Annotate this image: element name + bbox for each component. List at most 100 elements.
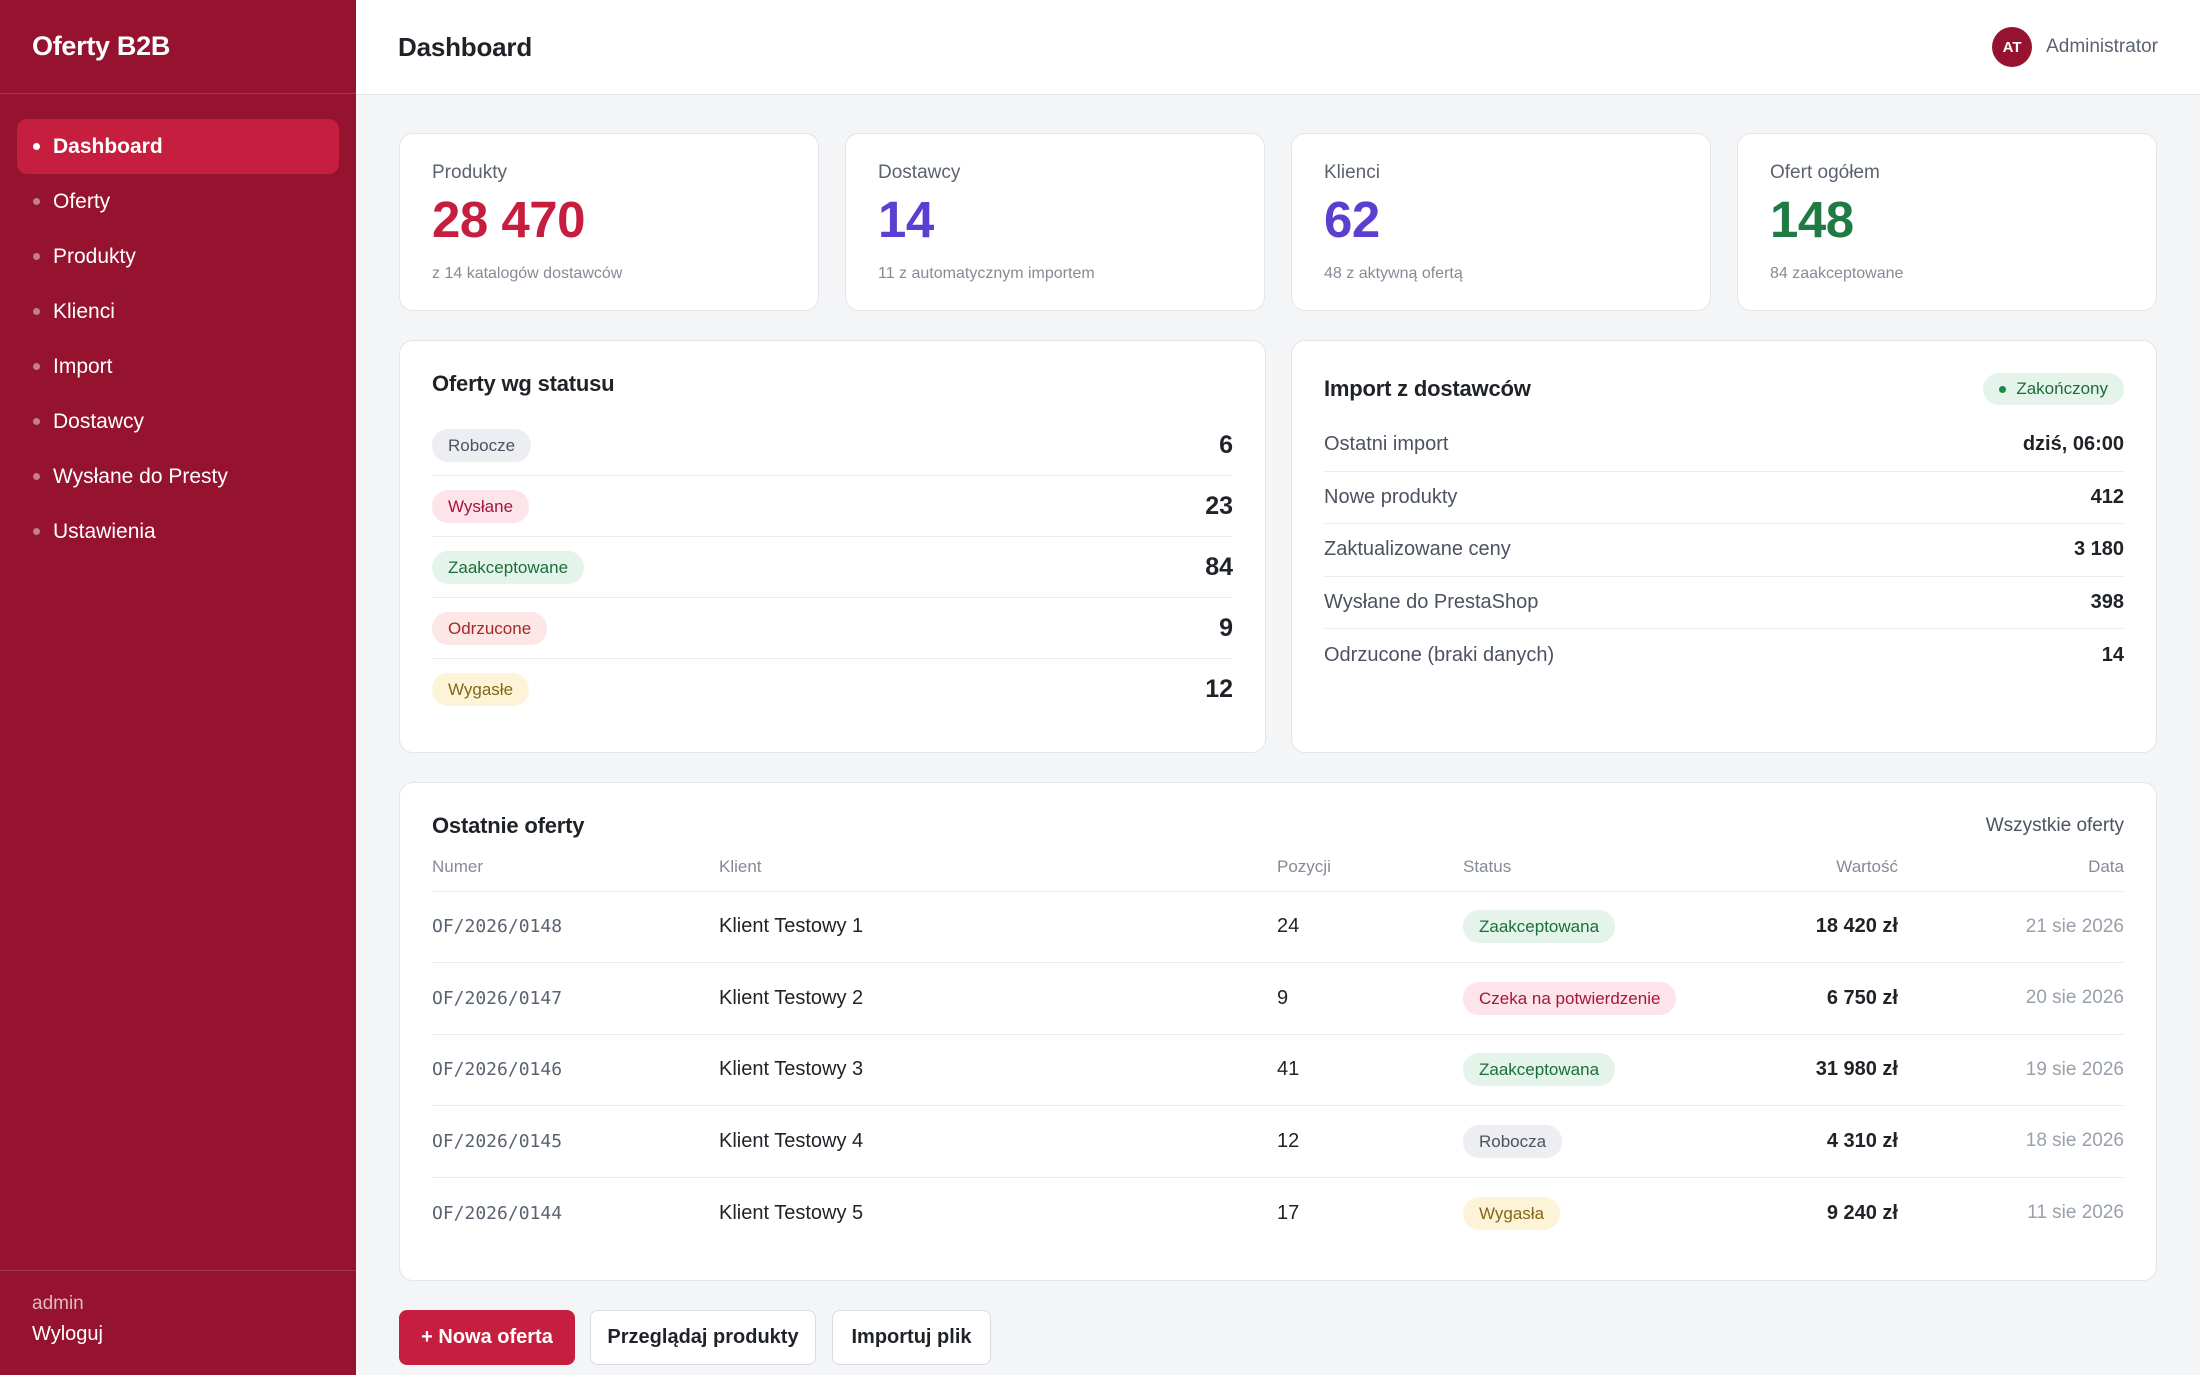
offer-status-cell: Zaakceptowana — [1463, 1034, 1715, 1106]
sidebar-item-oferty[interactable]: Oferty — [17, 174, 339, 229]
column-header-numer[interactable]: Numer — [432, 857, 719, 892]
sidebar-item-label: Ustawienia — [53, 519, 156, 543]
import-row-value: dziś, 06:00 — [2022, 433, 2124, 456]
offer-date: 11 sie 2026 — [2027, 1202, 2124, 1223]
offer-client: Klient Testowy 5 — [719, 1201, 864, 1224]
stat-value: 62 — [1324, 191, 1380, 248]
status-row[interactable]: Wygasłe 12 — [432, 659, 1233, 720]
status-row[interactable]: Wysłane 23 — [432, 476, 1233, 537]
stat-subtext: z 14 katalogów dostawców — [432, 265, 623, 282]
offer-status-cell: Zaakceptowana — [1463, 891, 1715, 963]
status-row[interactable]: Zaakceptowane 84 — [432, 537, 1233, 598]
import-row-value: 14 — [2101, 643, 2124, 666]
column-header-pozycji[interactable]: Pozycji — [1277, 857, 1463, 892]
offer-status-cell: Czeka na potwierdzenie — [1463, 962, 1715, 1035]
status-row[interactable]: Odrzucone 9 — [432, 598, 1233, 659]
import-row-value: 3 180 — [2073, 538, 2124, 561]
sidebar-item-label: Dashboard — [53, 134, 163, 158]
avatar: AT — [1992, 27, 2033, 67]
all-offers-link[interactable]: Wszystkie oferty — [1985, 815, 2124, 836]
sidebar-footer: admin Wyloguj — [0, 1270, 356, 1375]
sidebar-username: admin — [32, 1293, 84, 1314]
sidebar-item-wyslane-do-presty[interactable]: Wysłane do Presty — [17, 449, 339, 504]
sidebar-item-label: Klienci — [53, 299, 115, 323]
offer-items: 17 — [1277, 1201, 1300, 1224]
offer-client: Klient Testowy 4 — [719, 1105, 1277, 1178]
offer-number[interactable]: OF/2026/0148 — [432, 891, 719, 963]
bullet-icon — [33, 528, 40, 535]
new-offer-button[interactable]: + Nowa oferta — [399, 1310, 575, 1365]
supplier-import-card: Import z dostawców Zakończony Ostatni im… — [1291, 340, 2157, 753]
table-row[interactable]: OF/2026/0146 Klient Testowy 3 41 Zaakcep… — [432, 1034, 2124, 1106]
import-row-label: Wysłane do PrestaShop — [1324, 590, 1539, 613]
offers-by-status-card: Oferty wg statusu Robocze 6 Wysłane 23 Z… — [399, 340, 1266, 753]
sidebar-item-produkty[interactable]: Produkty — [17, 229, 339, 284]
sidebar-item-klienci[interactable]: Klienci — [17, 284, 339, 339]
status-badge: Robocza — [1463, 1124, 1563, 1158]
offer-value: 18 420 zł — [1715, 891, 1898, 963]
import-file-button[interactable]: Importuj plik — [832, 1310, 991, 1365]
status-badge: Zakończony — [1983, 373, 2124, 405]
status-count: 84 — [1205, 552, 1233, 581]
column-header-status[interactable]: Status — [1463, 857, 1715, 892]
stat-value: 28 470 — [432, 191, 586, 248]
bullet-icon — [33, 308, 40, 315]
import-row-label: Zaktualizowane ceny — [1324, 538, 1511, 561]
bullet-icon — [33, 198, 40, 205]
stat-card-oferty: Ofert ogółem 148 84 zaakceptowane — [1737, 133, 2157, 311]
offer-number[interactable]: OF/2026/0146 — [432, 1034, 719, 1106]
bullet-icon — [33, 143, 40, 150]
sidebar-item-dostawcy[interactable]: Dostawcy — [17, 394, 339, 449]
bullet-icon — [33, 473, 40, 480]
status-badge-label: Zakończony — [2016, 379, 2108, 398]
sidebar-item-import[interactable]: Import — [17, 339, 339, 394]
offer-number[interactable]: OF/2026/0147 — [432, 962, 719, 1035]
user-name: Administrator — [2046, 36, 2158, 57]
import-stats-list: Ostatni import dziś, 06:00 Nowe produkty 4… — [1324, 419, 2124, 682]
sidebar-item-label: Import — [53, 354, 113, 378]
offer-status-cell: Robocza — [1463, 1105, 1715, 1178]
import-row: Nowe produkty 412 — [1324, 472, 2124, 524]
import-row: Ostatni import dziś, 06:00 — [1324, 419, 2124, 472]
table-row[interactable]: OF/2026/0148 Klient Testowy 1 24 Zaakcep… — [432, 891, 2124, 963]
stat-card-klienci: Klienci 62 48 z aktywną ofertą — [1291, 133, 1711, 311]
offer-value: 9 240 zł — [1826, 1201, 1898, 1224]
bullet-icon — [33, 418, 40, 425]
status-badge: Wygasłe — [432, 673, 530, 706]
recent-offers-card: Ostatnie oferty Wszystkie oferty Numer K… — [399, 782, 2157, 1281]
offer-items: 41 — [1277, 1034, 1463, 1106]
import-row: Odrzucone (braki danych) 14 — [1324, 629, 2124, 682]
brand-logo: Oferty B2B — [0, 0, 356, 94]
user-menu[interactable]: AT Administrator — [1992, 27, 2158, 67]
offer-date: 19 sie 2026 — [1898, 1034, 2124, 1106]
status-badge: Zaakceptowana — [1463, 910, 1616, 944]
stat-card-dostawcy: Dostawcy 14 11 z automatycznym importem — [845, 133, 1265, 311]
offer-client: Klient Testowy 1 — [719, 891, 1277, 963]
card-title: Oferty wg statusu — [432, 371, 615, 396]
table-row[interactable]: OF/2026/0144 Klient Testowy 5 17 Wygasła… — [432, 1177, 2124, 1249]
column-header-wartosc[interactable]: Wartość — [1715, 857, 1898, 892]
sidebar-item-ustawienia[interactable]: Ustawienia — [17, 504, 339, 559]
status-badge: Odrzucone — [432, 611, 548, 645]
page-title: Dashboard — [398, 31, 533, 62]
stat-value: 14 — [878, 191, 934, 248]
offer-number[interactable]: OF/2026/0144 — [432, 1202, 563, 1224]
table-header-row: Numer Klient Pozycji Status Wartość Data — [432, 857, 2124, 892]
column-header-klient[interactable]: Klient — [719, 857, 1277, 892]
sidebar-item-dashboard[interactable]: Dashboard — [17, 119, 339, 174]
table-row[interactable]: OF/2026/0147 Klient Testowy 2 9 Czeka na… — [432, 962, 2124, 1035]
status-badge: Czeka na potwierdzenie — [1463, 981, 1677, 1015]
topbar: Dashboard AT Administrator — [356, 0, 2200, 95]
status-row[interactable]: Robocze 6 — [432, 415, 1233, 476]
status-badge: Robocze — [432, 428, 532, 462]
stat-label: Produkty — [432, 162, 507, 183]
table-row[interactable]: OF/2026/0145 Klient Testowy 4 12 Robocza… — [432, 1105, 2124, 1178]
browse-products-button[interactable]: Przeglądaj produkty — [590, 1310, 816, 1365]
stat-subtext: 84 zaakceptowane — [1770, 265, 1904, 282]
import-row: Wysłane do PrestaShop 398 — [1324, 577, 2124, 629]
offer-items: 24 — [1277, 891, 1463, 963]
offer-number[interactable]: OF/2026/0145 — [432, 1105, 719, 1178]
logout-link[interactable]: Wyloguj — [32, 1323, 103, 1345]
column-header-data[interactable]: Data — [1898, 857, 2124, 892]
import-row-label: Odrzucone (braki danych) — [1324, 643, 1555, 666]
